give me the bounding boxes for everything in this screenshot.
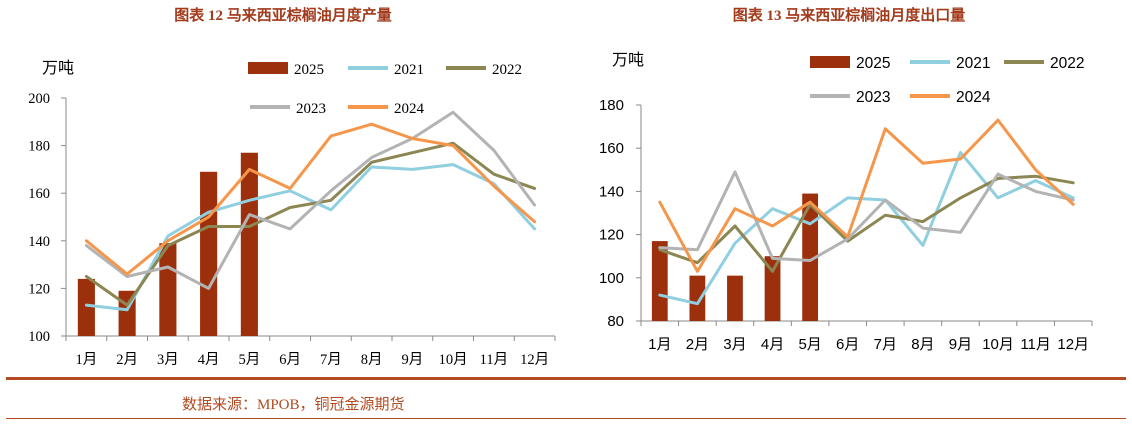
chart1-bar-2025 xyxy=(159,243,177,336)
chart1-x-tick-label: 8月 xyxy=(361,352,383,368)
chart1-x-tick-label: 1月 xyxy=(76,352,98,368)
chart1-line-2024 xyxy=(84,122,537,276)
source-note: 数据来源：MPOB，铜冠金源期货 xyxy=(182,397,405,413)
chart2-bar-2025 xyxy=(651,241,668,321)
chart2-line-2024 xyxy=(658,118,1075,273)
chart2-x-tick-label: 9月 xyxy=(949,336,972,353)
chart1-x-tick-label: 7月 xyxy=(320,352,342,368)
chart1-legend-label-2022: 2022 xyxy=(492,62,522,78)
chart1-x-tick-label: 2月 xyxy=(116,352,138,368)
chart2-y-tick-label: 160 xyxy=(599,140,624,157)
chart2-legend-swatch-2025 xyxy=(810,56,850,68)
chart1-legend-label-2023: 2023 xyxy=(296,101,326,117)
chart2-x-tick-label: 1月 xyxy=(648,336,671,353)
chart2-x-tick-label: 6月 xyxy=(836,336,859,353)
chart2-line-2021 xyxy=(658,151,1075,306)
chart2-plot: 80 100 120 140 160 180 1月 2月 3月 4月 5月 6月 7月 8月 9月 10月 11… xyxy=(599,51,1093,353)
chart1-line-2021 xyxy=(84,163,537,312)
chart1-y-tick-label: 200 xyxy=(28,91,50,107)
chart2-bar-2025 xyxy=(764,256,781,321)
chart2-legend-label-2022: 2022 xyxy=(1050,55,1084,72)
chart2-x-tick-label: 11月 xyxy=(1020,336,1051,353)
chart1-bar-2025 xyxy=(200,171,218,336)
footer-rule-bottom xyxy=(6,418,1126,419)
chart2-x-tick-label: 7月 xyxy=(874,336,897,353)
chart1-y-axis-label: 万吨 xyxy=(42,59,74,77)
chart1-bar-2025 xyxy=(77,278,95,336)
footer-rule-top xyxy=(6,377,1126,380)
chart2-y-tick-label: 100 xyxy=(599,270,624,287)
chart1-x-tick-label: 12月 xyxy=(520,352,549,368)
chart2-legend-label-2025: 2025 xyxy=(856,55,890,72)
chart2-y-axis-label: 万吨 xyxy=(612,51,644,69)
chart2-y-tick-label: 80 xyxy=(607,313,624,330)
chart1-legend-label-2025: 2025 xyxy=(294,62,324,78)
chart2-bar-2025 xyxy=(802,193,819,321)
chart2-x-tick-label: 5月 xyxy=(798,336,821,353)
chart1-line-2022 xyxy=(84,141,537,307)
chart2-x-tick-label: 10月 xyxy=(982,336,1014,353)
chart1-line-2023 xyxy=(84,110,537,290)
chart1-y-tick-label: 120 xyxy=(28,281,50,297)
chart2-y-tick-label: 180 xyxy=(599,97,624,114)
chart1-y-tick-label: 180 xyxy=(28,139,50,155)
chart2-x-tick-label: 8月 xyxy=(911,336,934,353)
chart1-y-tick-label: 160 xyxy=(28,186,50,202)
chart1-y-tick-label: 100 xyxy=(28,329,50,345)
chart2-title: 图表 13 马来西亚棕榈油月度出口量 xyxy=(732,8,966,24)
chart1-x-tick-label: 10月 xyxy=(439,352,468,368)
chart1-y-tick-label: 140 xyxy=(28,234,50,250)
chart2-line-2023 xyxy=(658,170,1075,262)
chart1-bar-2025 xyxy=(240,152,258,336)
chart1-x-tick-label: 3月 xyxy=(157,352,179,368)
chart2-legend-label-2021: 2021 xyxy=(956,55,990,72)
chart2-legend-label-2023: 2023 xyxy=(856,89,890,106)
chart1-legend-swatch-2025 xyxy=(248,62,288,74)
chart1-legend-label-2021: 2021 xyxy=(394,62,424,78)
chart2-x-tick-label: 4月 xyxy=(761,336,784,353)
chart2-y-tick-label: 140 xyxy=(599,183,624,200)
chart1-x-tick-label: 11月 xyxy=(480,352,508,368)
chart2-bar-2025 xyxy=(727,275,743,321)
chart2-x-tick-label: 12月 xyxy=(1057,336,1089,353)
chart1-x-tick-label: 6月 xyxy=(279,352,301,368)
chart2-x-tick-label: 2月 xyxy=(686,336,709,353)
chart2-legend-label-2024: 2024 xyxy=(956,89,991,106)
chart1-plot: 100 120 140 160 180 200 1月 2月 3月 4月 5月 6月 7月 8月 9月 10月 1… xyxy=(28,59,556,368)
chart1-legend-label-2024: 2024 xyxy=(394,101,425,117)
chart1-title: 图表 12 马来西亚棕榈油月度产量 xyxy=(174,8,392,24)
chart1-x-tick-label: 5月 xyxy=(239,352,261,368)
chart1-x-tick-label: 9月 xyxy=(402,352,424,368)
chart1-x-tick-label: 4月 xyxy=(198,352,220,368)
chart2-y-tick-label: 120 xyxy=(599,227,624,244)
chart2-bar-2025 xyxy=(689,275,706,321)
chart2-x-tick-label: 3月 xyxy=(723,336,746,353)
